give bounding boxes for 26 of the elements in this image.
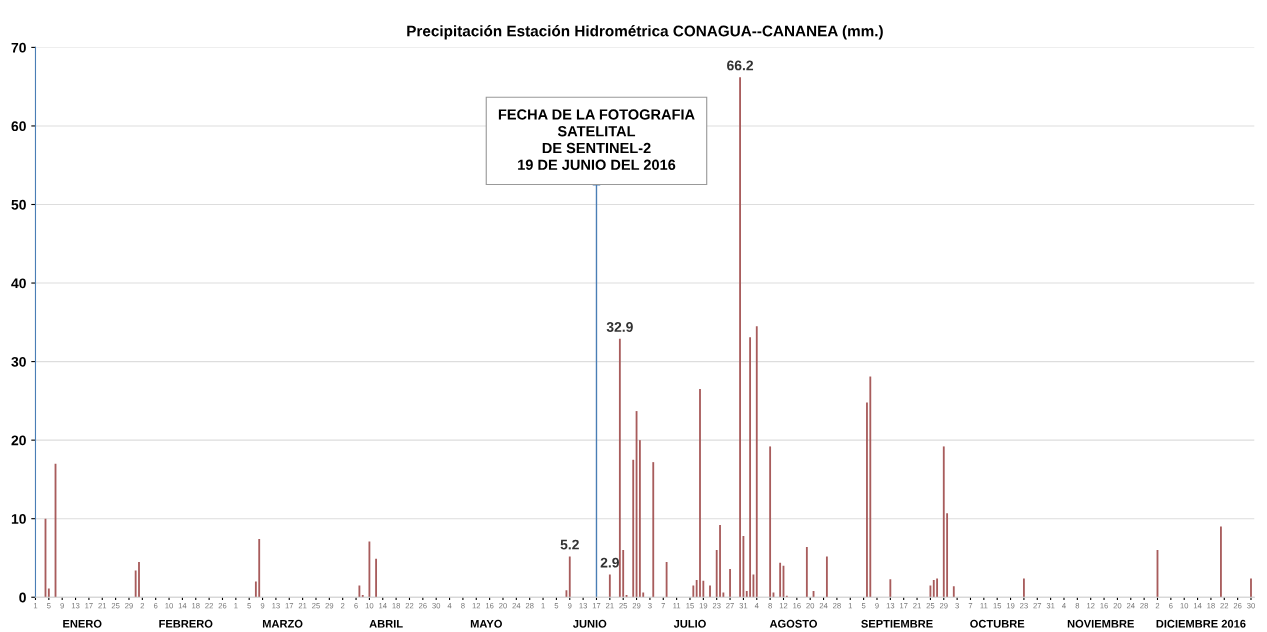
data-label: 2.9 (600, 557, 619, 568)
text: AGOSTO (769, 619, 818, 628)
text: ENERO (63, 619, 102, 628)
y-tick-label: 0 (19, 592, 26, 603)
y-tick-label: 40 (11, 278, 26, 289)
data-label: 32.9 (606, 322, 633, 332)
text: ABRIL (369, 619, 403, 628)
y-tick-label: 50 (11, 199, 26, 210)
text: JULIO (673, 619, 706, 628)
data-label: 66.2 (727, 60, 754, 71)
text: NOVIEMBRE (1067, 619, 1134, 628)
chart-title: Precipitación Estación Hidrométrica CONAGUA--CANANEA (mm.) (407, 25, 883, 40)
text: OCTUBRE (970, 619, 1025, 628)
text: MARZO (262, 619, 303, 628)
y-tick-label: 60 (11, 121, 26, 132)
y-tick-label: 30 (11, 356, 26, 367)
ref-line-label: FECHA DE LA FOTOGRAFIA SATELITAL DE SENTINEL-2 19 DE JUNIO DEL 2016 (498, 109, 695, 170)
text: DICIEMBRE 2016 (1156, 619, 1246, 628)
text: MAYO (470, 619, 502, 628)
data-label: 5.2 (560, 539, 579, 550)
text: FEBRERO (159, 619, 213, 628)
y-tick-label: 70 (11, 42, 26, 53)
y-tick-label: 20 (11, 435, 26, 446)
text: SEPTIEMBRE (861, 619, 933, 628)
text: JUNIO (572, 619, 607, 628)
y-tick-label: 10 (11, 514, 26, 524)
